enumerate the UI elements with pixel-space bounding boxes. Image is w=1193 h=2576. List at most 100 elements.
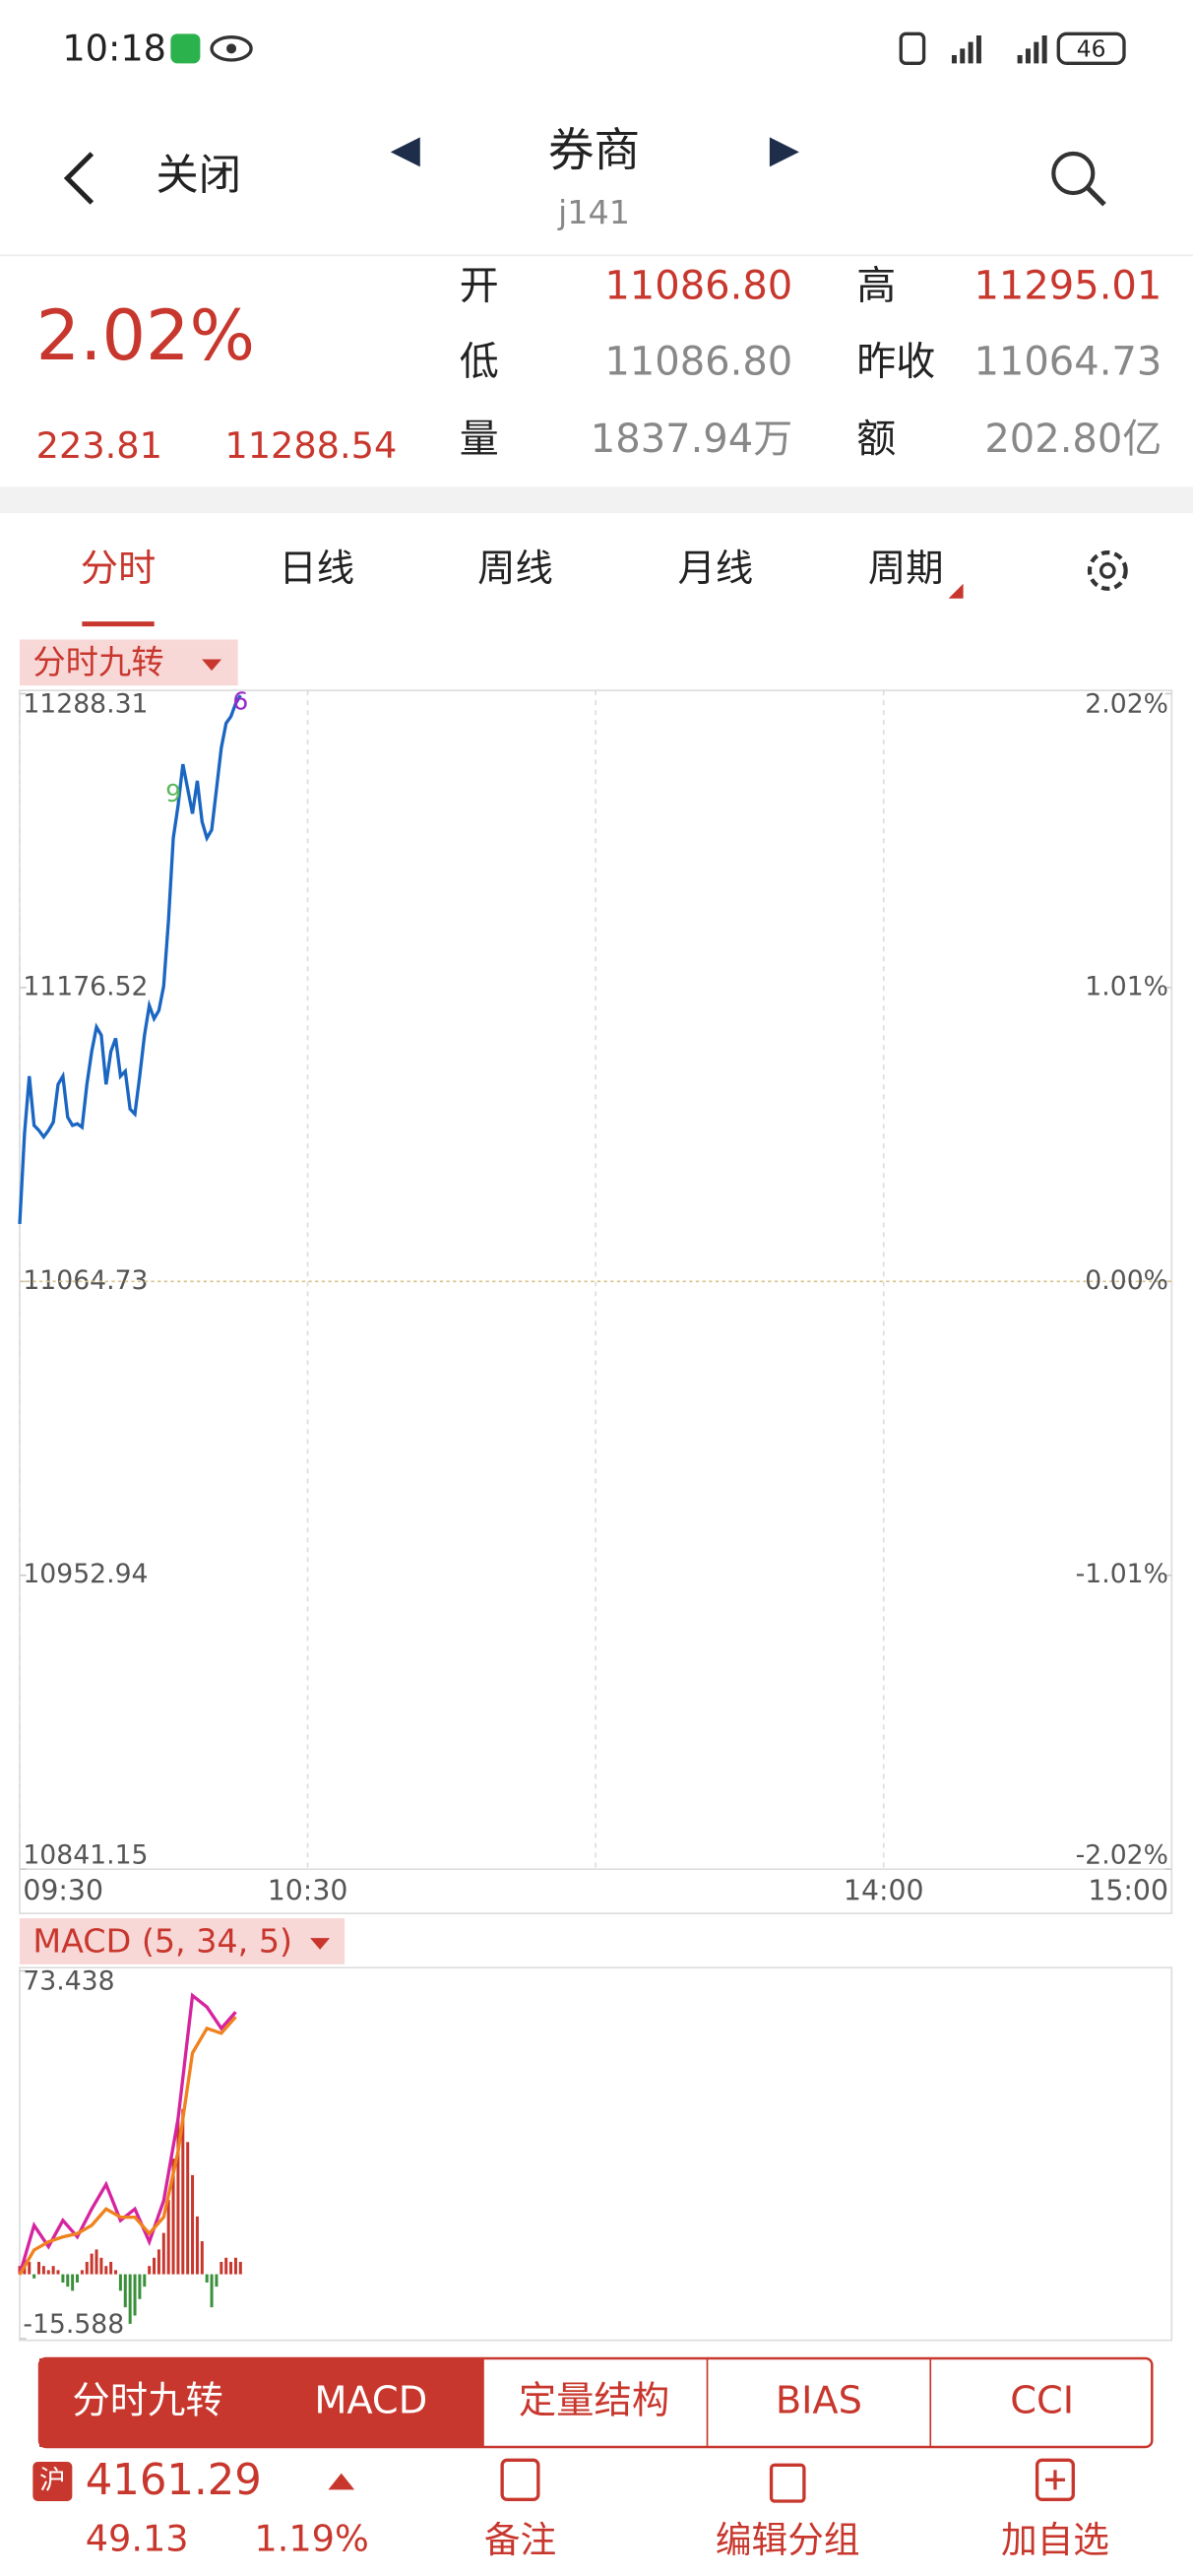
settings-icon[interactable] — [1087, 550, 1128, 591]
field-label: 开 — [460, 264, 499, 309]
market: 沪 — [39, 2466, 66, 2496]
x-tick-label: 10:30 — [268, 1875, 348, 1907]
y2-tick-label: 1.01% — [1085, 971, 1168, 1001]
bottom-tab[interactable]: CCI — [1010, 2378, 1074, 2422]
stock-code: j141 — [557, 193, 630, 231]
price-line — [18, 694, 242, 1225]
bottom-tab-active — [39, 2357, 484, 2447]
y-tick-label: 11176.52 — [23, 971, 148, 1001]
index-value: 4161.29 — [86, 2456, 262, 2505]
indicator-label: 分时九转 — [32, 643, 163, 681]
index-change: 49.13 — [86, 2518, 189, 2560]
macd-bar — [61, 2274, 65, 2283]
tab-corner — [948, 583, 964, 599]
back-arrow[interactable] — [63, 152, 94, 205]
macd-bar — [143, 2274, 147, 2287]
macd-frame — [19, 1966, 1173, 2342]
macd-bar — [210, 2274, 214, 2308]
macd-bar — [104, 2266, 108, 2275]
action[interactable]: 编辑分组 — [716, 2519, 860, 2561]
y2-tick-label: -1.01% — [1076, 1559, 1168, 1589]
y-tick-label: -15.588 — [23, 2309, 124, 2340]
change-pct: 2.02% — [36, 295, 255, 376]
macd-bar — [138, 2274, 142, 2299]
bottom-tab[interactable]: 定量结构 — [519, 2378, 669, 2422]
macd-label-bg[interactable] — [20, 1918, 345, 1964]
macd-bar — [41, 2266, 45, 2275]
macd-bar — [32, 2274, 36, 2279]
macd-bar — [94, 2249, 98, 2275]
field-label: 低 — [460, 339, 499, 384]
nfc-icon — [899, 32, 926, 65]
search-icon[interactable] — [1051, 151, 1096, 196]
field-label: 额 — [856, 417, 896, 462]
signal-icon — [951, 34, 1047, 64]
status-time: 10:18 — [62, 27, 166, 69]
dropdown-arrow — [202, 659, 222, 672]
settings-center — [1099, 562, 1116, 579]
tab[interactable]: 周期 — [868, 547, 944, 591]
battery-icon — [1056, 32, 1126, 65]
macd-bar — [46, 2270, 50, 2275]
close-button[interactable]: 关闭 — [156, 152, 241, 201]
macd-line — [18, 1992, 237, 2276]
action[interactable]: 备注 — [484, 2519, 556, 2561]
indicator-label-bg[interactable] — [20, 639, 238, 686]
macd-bar — [28, 2261, 31, 2275]
tab[interactable]: 日线 — [279, 547, 354, 591]
macd-bar — [205, 2274, 209, 2283]
y2-tick-label: 2.02% — [1085, 689, 1168, 720]
macd-bar — [153, 2257, 157, 2275]
macd-label: MACD (5, 34, 5) — [32, 1922, 292, 1961]
group-icon[interactable] — [769, 2463, 806, 2503]
macd-bar — [166, 2200, 170, 2275]
eye-icon — [210, 34, 253, 62]
bottom-tab[interactable]: 分时九转 — [72, 2378, 222, 2422]
price: 11288.54 — [224, 424, 397, 467]
y-tick-label: 10952.94 — [23, 1559, 148, 1589]
y-tick-label: 73.438 — [23, 1966, 114, 1997]
x-tick-label: 14:00 — [844, 1875, 924, 1907]
tab[interactable]: 周线 — [477, 547, 553, 591]
eye-pupil — [226, 43, 237, 54]
annotation: 9 — [165, 779, 181, 807]
macd-bar — [161, 2232, 165, 2275]
macd-line — [18, 2016, 237, 2276]
macd-bar — [186, 2142, 190, 2275]
action[interactable]: 加自选 — [1001, 2519, 1109, 2561]
macd-bar — [133, 2274, 137, 2316]
macd-bar — [171, 2158, 175, 2275]
y2-tick-label: 0.00% — [1085, 1265, 1168, 1296]
change: 223.81 — [36, 424, 162, 467]
tab[interactable]: 分时 — [81, 547, 157, 591]
macd-bar — [238, 2261, 242, 2275]
field-label: 量 — [460, 417, 499, 462]
page-title: 券商 — [548, 125, 640, 178]
macd-bar — [37, 2261, 41, 2275]
prev-arrow[interactable] — [390, 137, 420, 167]
macd-bar — [76, 2274, 80, 2283]
macd-bar — [90, 2253, 94, 2275]
note-icon[interactable] — [500, 2458, 540, 2502]
next-arrow[interactable] — [769, 137, 799, 167]
tab[interactable]: 月线 — [678, 547, 754, 591]
annotation: 6 — [232, 686, 248, 715]
field-value: 202.80亿 — [984, 417, 1162, 462]
add-plus — [1044, 2470, 1065, 2490]
macd-bar — [191, 2174, 195, 2275]
macd-bar — [220, 2261, 223, 2275]
macd-bar — [71, 2274, 75, 2291]
field-label: 高 — [856, 264, 896, 309]
macd-bar — [176, 2117, 180, 2275]
add-icon[interactable] — [1035, 2458, 1075, 2502]
tab-underline — [82, 621, 155, 627]
bottom-tab[interactable]: MACD — [314, 2378, 427, 2422]
index-change-pct: 1.19% — [254, 2518, 368, 2560]
macd-bar — [85, 2261, 89, 2275]
wechat-icon — [170, 33, 201, 64]
field-value: 11064.73 — [973, 339, 1162, 384]
bottom-tab[interactable]: BIAS — [776, 2378, 862, 2422]
x-tick-label: 15:00 — [1088, 1875, 1168, 1907]
